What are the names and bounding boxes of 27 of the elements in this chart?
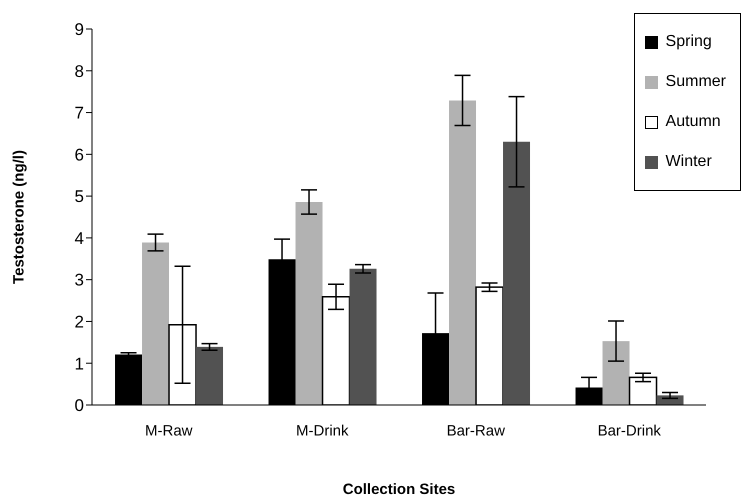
bar <box>449 100 476 405</box>
y-tick-label: 7 <box>74 104 84 123</box>
bar <box>296 202 323 405</box>
bar <box>350 268 377 405</box>
legend-label: Spring <box>666 33 712 51</box>
legend-label: Summer <box>666 73 726 91</box>
x-axis-title: Collection Sites <box>342 481 456 498</box>
y-tick-label: 1 <box>74 354 84 374</box>
bar <box>503 142 530 405</box>
legend-label: Autumn <box>666 113 721 131</box>
x-tick-label: Bar-Raw <box>446 422 506 440</box>
y-tick-label: 2 <box>74 312 84 332</box>
bar <box>142 242 170 405</box>
y-axis-title: Testosterone (ng/l) <box>10 150 28 284</box>
y-tick-label: 4 <box>74 228 84 248</box>
bar <box>602 341 630 405</box>
x-tick-label: M-Drink <box>296 422 349 440</box>
legend-label: Winter <box>666 153 712 171</box>
y-tick-label: 3 <box>74 270 84 290</box>
y-tick-label: 6 <box>74 145 84 164</box>
bar <box>196 346 224 405</box>
y-tick-label: 8 <box>74 62 84 81</box>
y-tick-label: 9 <box>74 20 84 40</box>
x-tick-label: M-Raw <box>145 422 193 440</box>
x-tick-label: Bar-Drink <box>598 422 662 440</box>
y-tick-label: 5 <box>74 187 84 206</box>
y-tick-label: 0 <box>74 396 84 416</box>
